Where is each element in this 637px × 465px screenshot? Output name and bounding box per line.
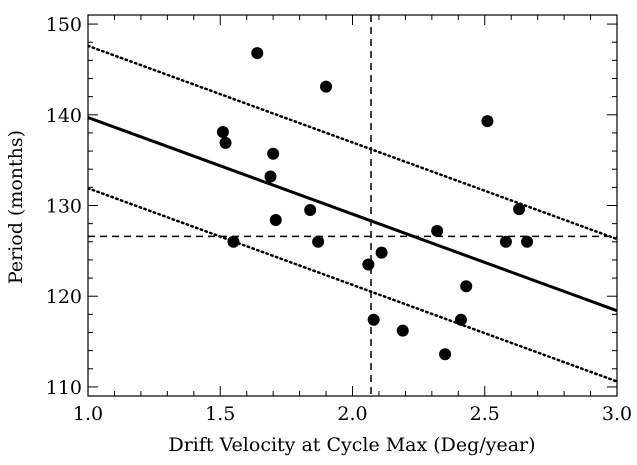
x-tick-label: 1.0 <box>73 403 103 425</box>
y-tick-label: 130 <box>46 196 82 218</box>
data-point <box>439 348 452 361</box>
x-tick-label: 2.0 <box>337 403 367 425</box>
x-tick-label: 2.5 <box>470 403 500 425</box>
plot-area <box>88 15 617 396</box>
upper-bound-line <box>88 44 617 241</box>
regression-line <box>88 116 617 313</box>
y-tick-label: 110 <box>46 377 82 399</box>
x-tick-label: 1.5 <box>205 403 235 425</box>
y-tick-label: 140 <box>46 105 82 127</box>
data-point <box>521 235 534 248</box>
x-tick-label: 3.0 <box>602 403 632 425</box>
data-point <box>367 313 380 326</box>
data-point <box>267 147 280 160</box>
y-axis-label: Period (months) <box>5 130 27 284</box>
data-point <box>320 80 333 93</box>
lower-bound-line <box>88 187 617 383</box>
data-point <box>251 47 264 60</box>
data-point <box>431 224 444 237</box>
data-point <box>216 126 229 139</box>
data-point <box>454 313 467 326</box>
data-point <box>481 115 494 128</box>
data-point <box>304 204 317 217</box>
data-point <box>499 235 512 248</box>
plot-content <box>88 15 617 396</box>
data-point <box>396 324 409 337</box>
data-point <box>219 136 232 149</box>
data-point <box>460 280 473 293</box>
y-tick-label: 120 <box>46 286 82 308</box>
axes: 1.0 1.5 2.0 2.5 3.0 110 120 130 140 150 <box>46 14 632 425</box>
plot-frame <box>87 14 618 397</box>
data-point <box>513 203 526 216</box>
y-tick-label: 150 <box>46 14 82 36</box>
x-axis-label: Drift Velocity at Cycle Max (Deg/year) <box>168 434 535 456</box>
data-point <box>269 214 282 227</box>
data-point <box>227 235 240 248</box>
data-point <box>375 246 388 259</box>
data-point <box>264 170 277 183</box>
data-point <box>362 258 375 271</box>
data-point <box>312 235 325 248</box>
